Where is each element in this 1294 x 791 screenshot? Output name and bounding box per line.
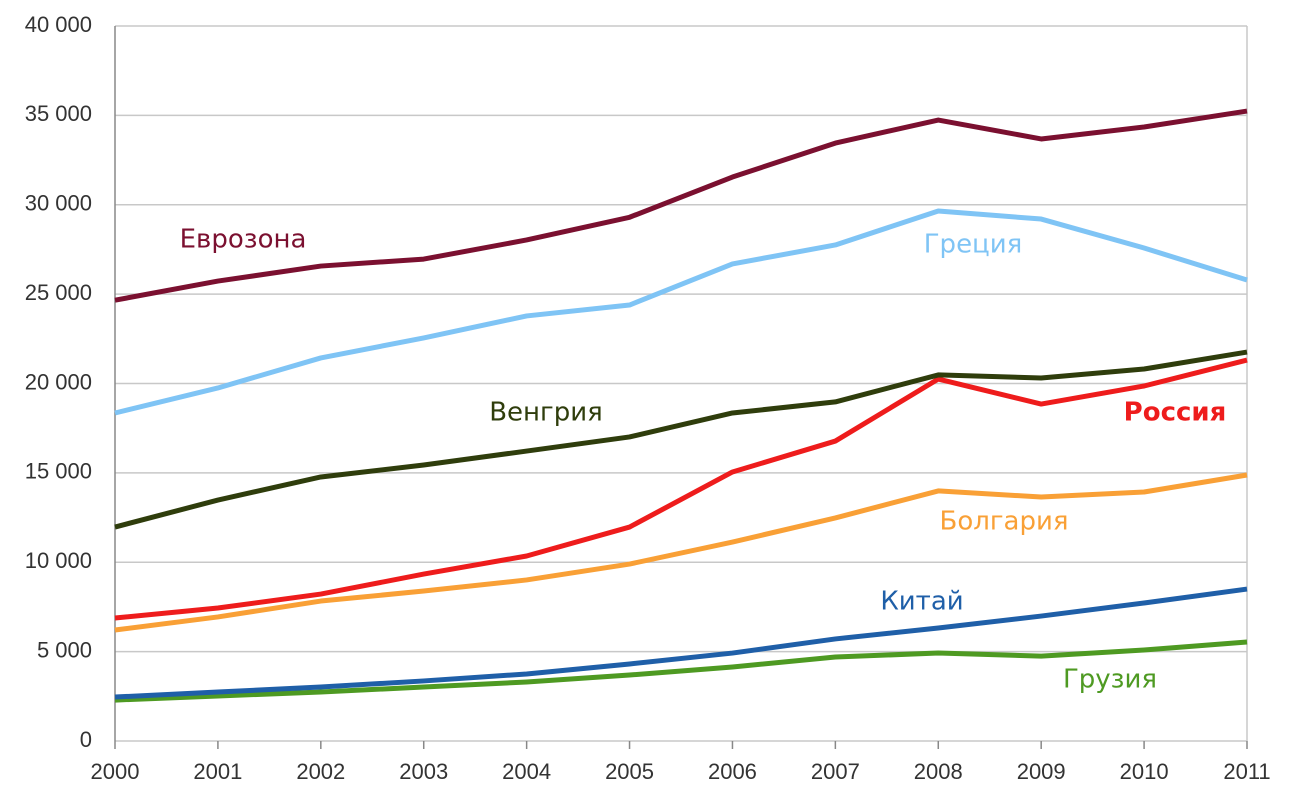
x-tick-label: 2004	[502, 759, 551, 784]
series-label: Китай	[880, 587, 963, 617]
y-tick-label: 15 000	[25, 459, 92, 484]
x-tick-label: 2001	[193, 759, 242, 784]
series-label: Болгария	[940, 507, 1069, 537]
y-tick-label: 30 000	[25, 191, 92, 216]
y-tick-label: 0	[80, 727, 92, 752]
series-line	[114, 586, 1248, 700]
series-line	[114, 357, 1248, 621]
series-label: Грузия	[1063, 665, 1157, 695]
x-tick-label: 2006	[708, 759, 757, 784]
series-label: Греция	[924, 230, 1023, 260]
y-tick-label: 25 000	[25, 280, 92, 305]
x-tick-label: 2003	[399, 759, 448, 784]
series-line	[114, 208, 1248, 416]
y-tick-label: 35 000	[25, 101, 92, 126]
y-tick-label: 5 000	[37, 637, 92, 662]
x-tick-label: 2005	[605, 759, 654, 784]
series-label: Еврозона	[180, 225, 307, 255]
series-line	[114, 472, 1248, 633]
x-tick-label: 2000	[91, 759, 140, 784]
x-tick-label: 2002	[296, 759, 345, 784]
x-tick-label: 2010	[1120, 759, 1169, 784]
series-line	[114, 108, 1248, 303]
x-tick-label: 2011	[1223, 759, 1270, 784]
x-tick-label: 2008	[914, 759, 963, 784]
y-tick-label: 20 000	[25, 369, 92, 394]
x-tick-label: 2007	[811, 759, 860, 784]
y-tick-label: 10 000	[25, 548, 92, 573]
series-line	[114, 349, 1248, 530]
y-tick-label: 40 000	[25, 12, 92, 37]
series-line	[114, 639, 1248, 703]
series-label: Венгрия	[489, 398, 603, 428]
series-label: Россия	[1124, 398, 1227, 428]
x-tick-label: 2009	[1017, 759, 1066, 784]
